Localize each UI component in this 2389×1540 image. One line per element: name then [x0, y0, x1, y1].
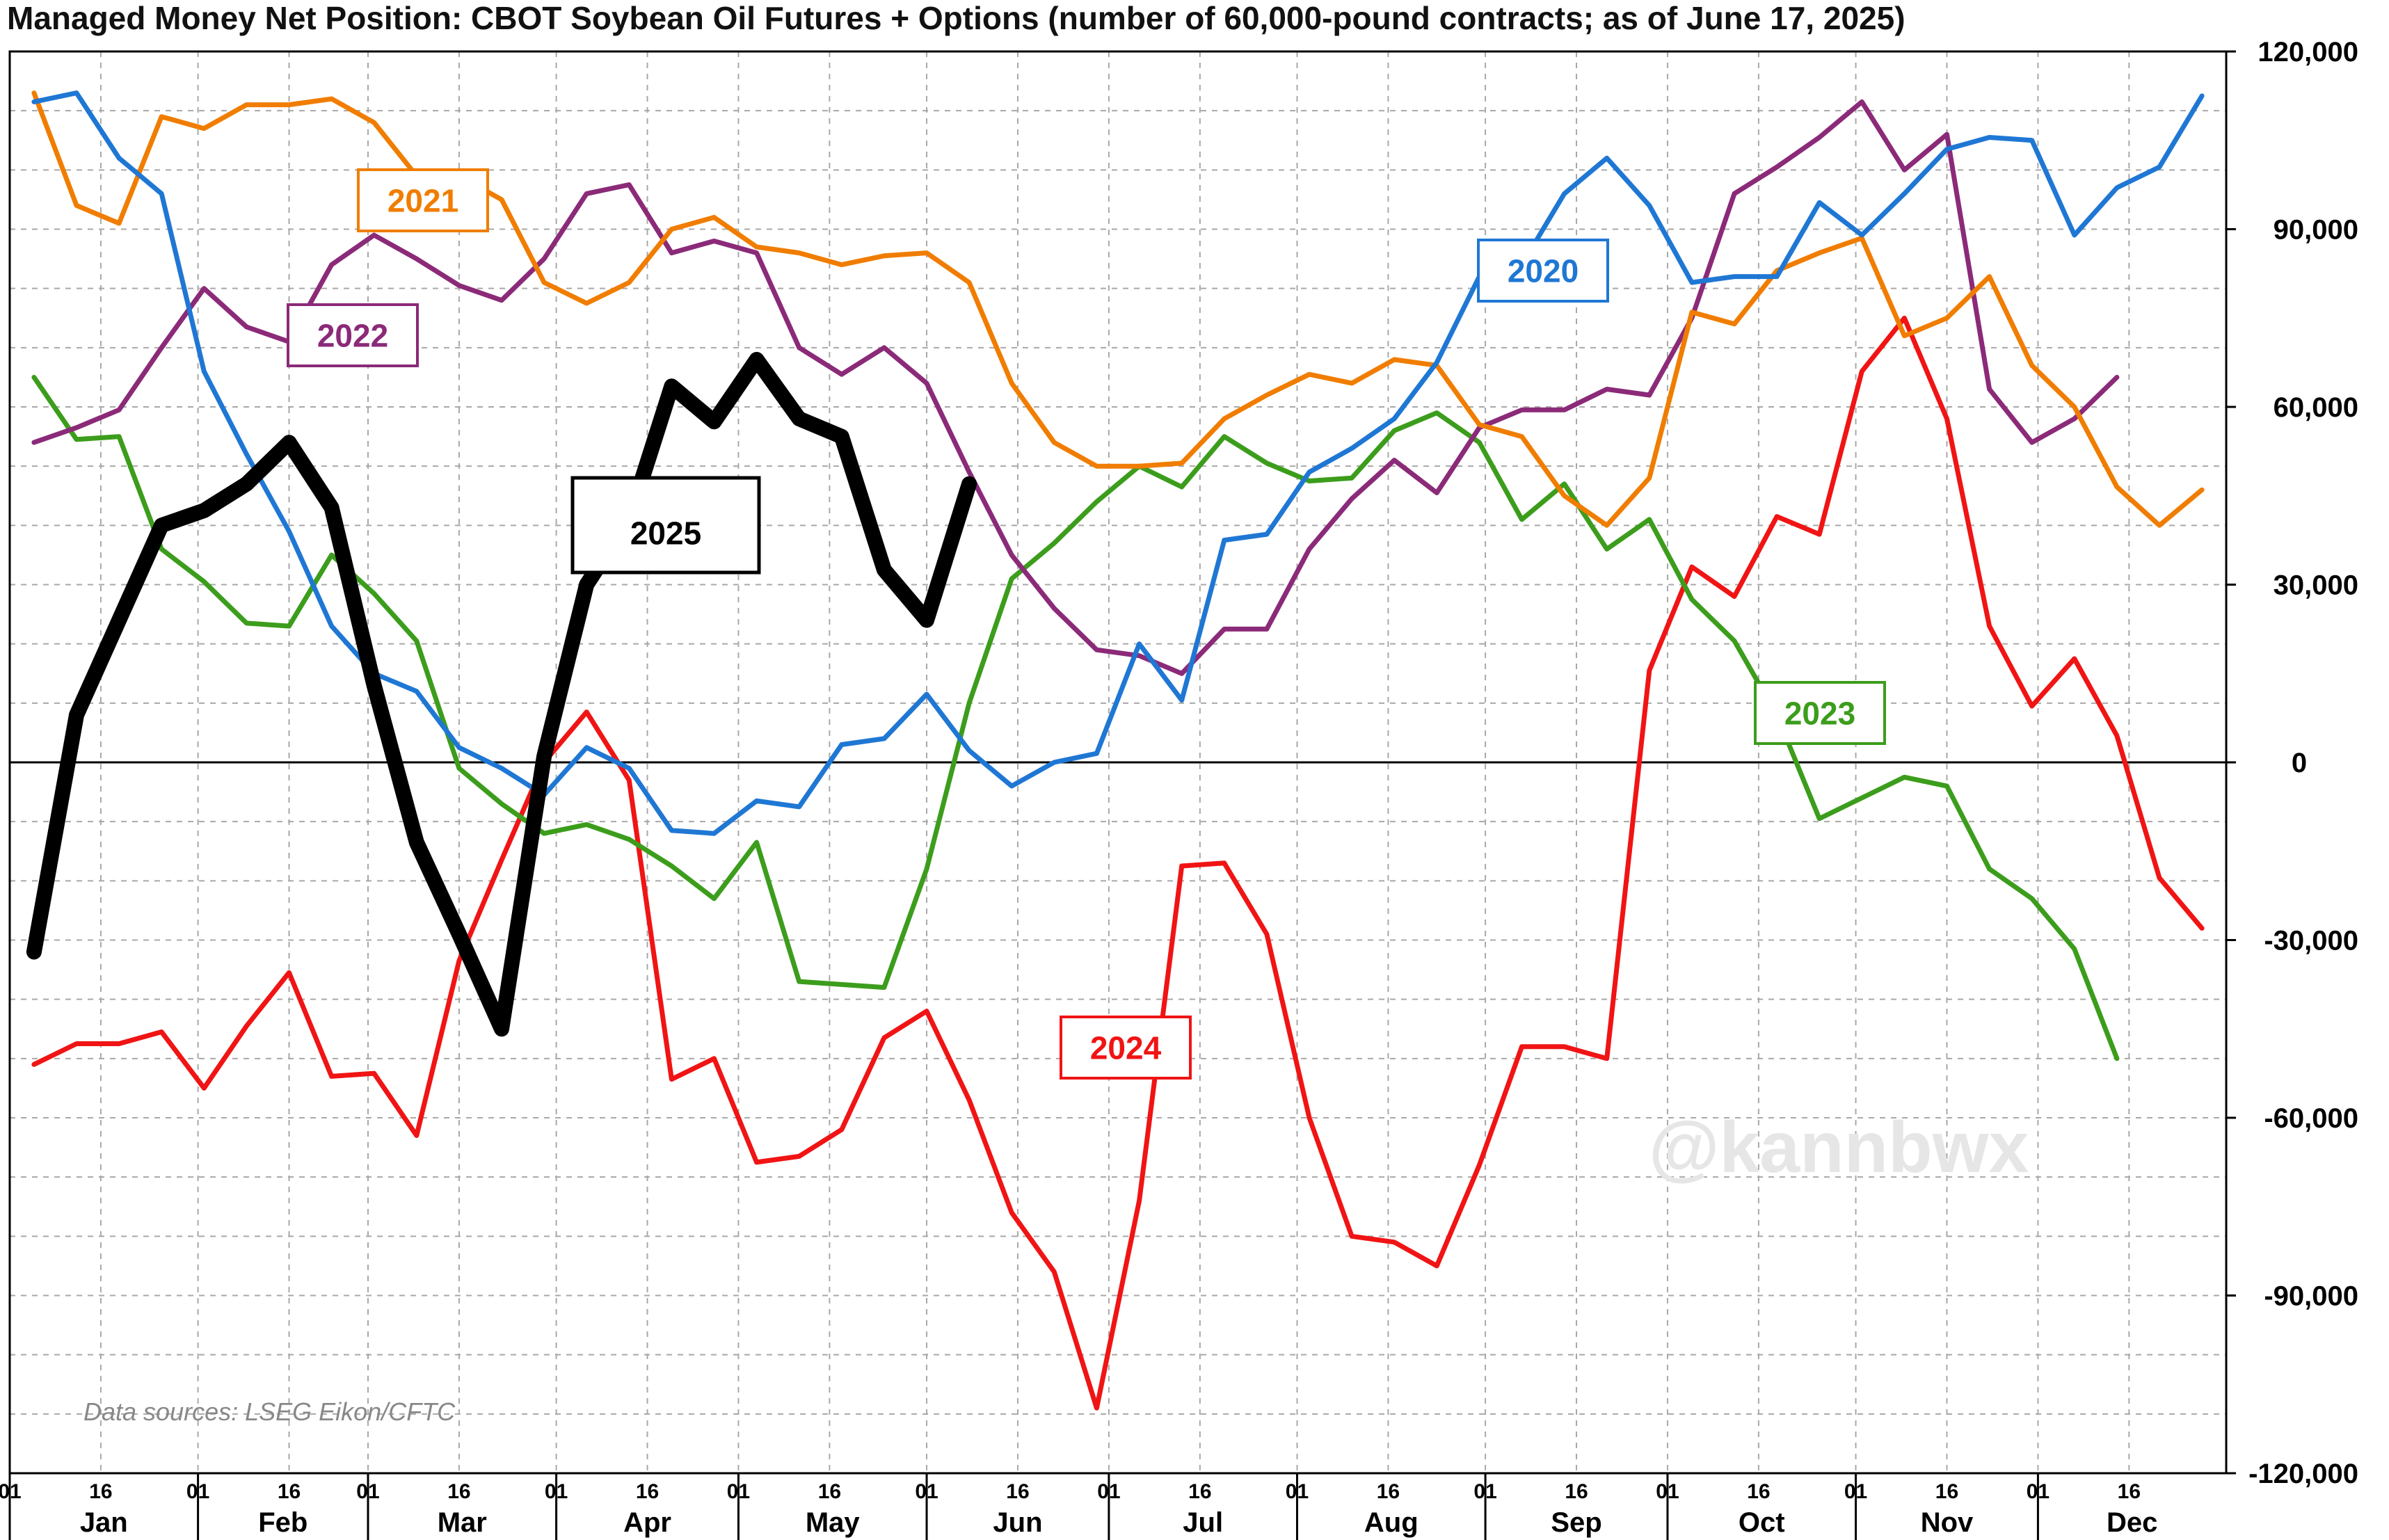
x-day-tick-label: 01 — [2027, 1480, 2050, 1503]
x-day-tick-label: 16 — [1377, 1480, 1400, 1503]
x-day-tick-label: 01 — [1473, 1480, 1496, 1503]
series-label-box-2025 — [570, 476, 761, 575]
x-day-tick-label: 01 — [0, 1480, 22, 1503]
series-line-2022 — [31, 99, 2120, 676]
watermark: @kannbwx — [1649, 1107, 2029, 1188]
x-day-tick-label: 01 — [1656, 1480, 1679, 1503]
x-month-label: Feb — [258, 1507, 307, 1538]
x-month-label: Jun — [993, 1507, 1042, 1538]
x-month-label: May — [806, 1507, 861, 1538]
x-month-label: Oct — [1739, 1507, 1785, 1538]
x-day-tick-label: 16 — [1565, 1480, 1588, 1503]
x-day-tick-label: 16 — [1006, 1480, 1029, 1503]
x-month-label: Nov — [1921, 1507, 1974, 1538]
series-label-2021: 2021 — [387, 183, 458, 219]
y-tick-label: 0 — [2292, 748, 2307, 778]
x-day-tick-label: 16 — [2118, 1480, 2141, 1503]
series-line-2025 — [26, 351, 977, 1037]
x-day-tick-label: 01 — [1097, 1480, 1120, 1503]
x-day-tick-label: 16 — [447, 1480, 470, 1503]
series-label-box-2020 — [1477, 239, 1609, 303]
x-day-tick-label: 16 — [1935, 1480, 1958, 1503]
series-label-2023: 2023 — [1784, 696, 1855, 732]
y-tick-label: 60,000 — [2274, 392, 2358, 423]
series-label-box-2024 — [1060, 1016, 1192, 1080]
y-tick-label: 30,000 — [2274, 570, 2358, 601]
series-label-box-2023 — [1754, 681, 1886, 745]
x-day-tick-label: 16 — [1188, 1480, 1211, 1503]
x-axis: 01 16 Jan 01 16 Feb 01 16 Mar 01 16 Apr 01 16 May 01 16 J… — [0, 1472, 2226, 1540]
y-tick-label: -120,000 — [2248, 1459, 2358, 1489]
x-day-tick-label: 01 — [1844, 1480, 1867, 1503]
x-day-tick-label: 01 — [545, 1480, 568, 1503]
series-label-box-2021 — [357, 168, 489, 232]
series-labels: 2021 2022 2025 2020 2023 2024 — [287, 168, 1886, 1080]
chart-title: Managed Money Net Position: CBOT Soybean… — [7, 0, 1905, 36]
x-day-tick-label: 16 — [1747, 1480, 1770, 1503]
y-tick-label: 90,000 — [2274, 215, 2358, 246]
y-tick-label: -90,000 — [2264, 1281, 2358, 1312]
x-day-tick-label: 16 — [636, 1480, 659, 1503]
series-line-2024 — [31, 315, 2205, 1411]
series-line-2020 — [31, 90, 2205, 836]
series-label-box-2022 — [287, 303, 419, 367]
y-tick-label: 120,000 — [2258, 37, 2358, 67]
series-label-2025: 2025 — [630, 515, 701, 551]
x-day-tick-label: 01 — [1286, 1480, 1309, 1503]
x-day-tick-label: 01 — [727, 1480, 750, 1503]
series-label-2022: 2022 — [317, 318, 388, 354]
source-note: Data sources: LSEG Eikon/CFTC — [83, 1397, 456, 1426]
series-line-2021 — [31, 90, 2205, 528]
x-month-label: Jan — [80, 1507, 128, 1538]
series-layer — [26, 90, 2205, 1411]
x-month-label: Mar — [438, 1507, 487, 1538]
x-day-tick-label: 01 — [356, 1480, 379, 1503]
x-day-tick-label: 01 — [915, 1480, 938, 1503]
x-day-tick-label: 16 — [89, 1480, 112, 1503]
y-axis: 120,000 90,000 60,000 30,000 0 -30,000 -60,000… — [2226, 37, 2358, 1489]
x-day-tick-label: 01 — [186, 1480, 209, 1503]
x-day-tick-label: 16 — [278, 1480, 301, 1503]
y-tick-label: -60,000 — [2264, 1103, 2358, 1134]
x-month-label: Dec — [2107, 1507, 2157, 1538]
x-month-label: Apr — [623, 1507, 671, 1538]
x-month-label: Jul — [1183, 1507, 1223, 1538]
series-label-2024: 2024 — [1090, 1030, 1162, 1066]
series-label-2020: 2020 — [1508, 253, 1579, 289]
x-day-tick-label: 16 — [818, 1480, 841, 1503]
x-month-label: Aug — [1364, 1507, 1419, 1538]
y-tick-label: -30,000 — [2264, 926, 2358, 956]
x-month-label: Sep — [1551, 1507, 1601, 1538]
